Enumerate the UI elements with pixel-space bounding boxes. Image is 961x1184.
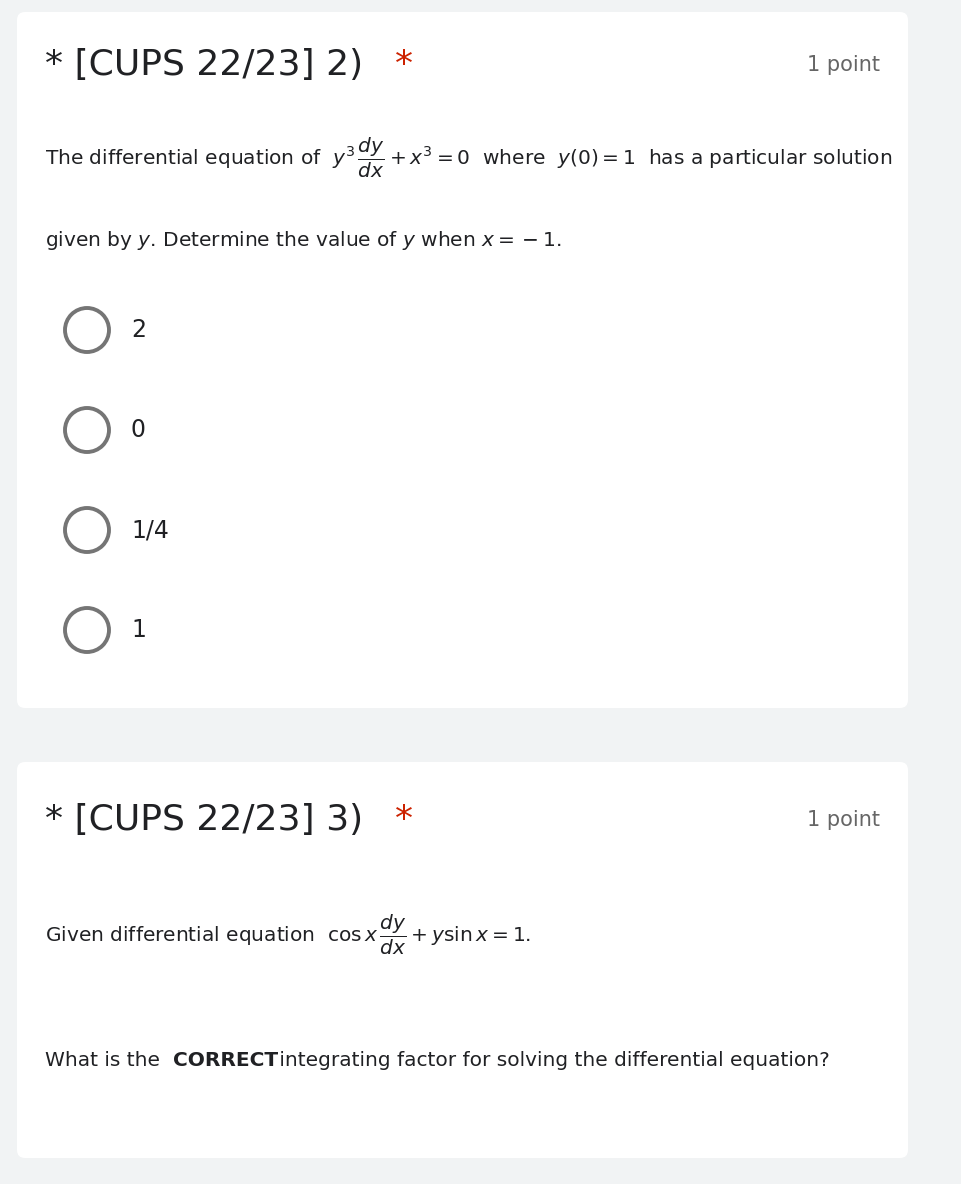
Text: The differential equation of  $y^3\,\dfrac{dy}{dx}+x^3=0$  where  $y(0)=1$  has : The differential equation of $y^3\,\dfra… — [45, 136, 892, 180]
Text: *: * — [395, 49, 413, 82]
Text: *: * — [395, 803, 413, 837]
FancyBboxPatch shape — [17, 762, 908, 1158]
Text: 1 point: 1 point — [807, 54, 880, 75]
Text: given by $y$. Determine the value of $y$ when $x = -1$.: given by $y$. Determine the value of $y$… — [45, 229, 562, 251]
Text: * [CUPS 22/23] 2): * [CUPS 22/23] 2) — [45, 49, 375, 82]
Text: CORRECT: CORRECT — [173, 1050, 278, 1069]
Text: 1 point: 1 point — [807, 810, 880, 830]
Text: 1: 1 — [131, 618, 146, 642]
Text: Given differential equation  $\cos x\,\dfrac{dy}{dx}+y\sin x=1$.: Given differential equation $\cos x\,\df… — [45, 913, 531, 957]
Text: 0: 0 — [131, 418, 146, 442]
FancyBboxPatch shape — [17, 12, 908, 708]
Text: * [CUPS 22/23] 3): * [CUPS 22/23] 3) — [45, 803, 375, 837]
Text: 1/4: 1/4 — [131, 519, 169, 542]
Text: 2: 2 — [131, 318, 146, 342]
Text: What is the: What is the — [45, 1050, 166, 1069]
Text: integrating factor for solving the differential equation?: integrating factor for solving the diffe… — [273, 1050, 829, 1069]
